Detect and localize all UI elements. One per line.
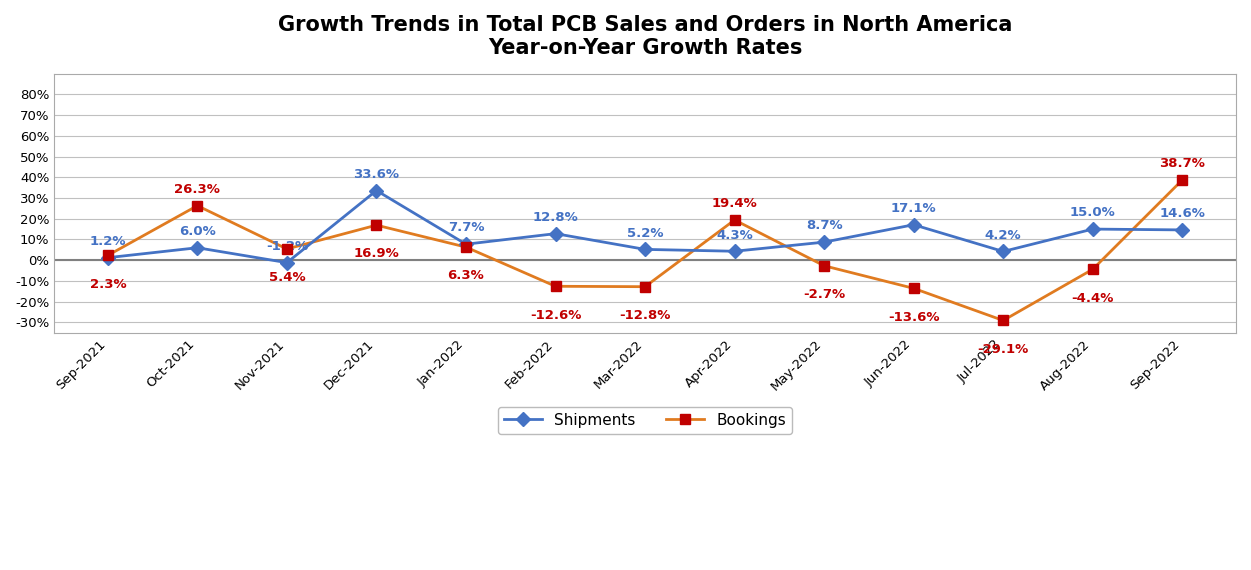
Text: 16.9%: 16.9% (354, 247, 399, 260)
Text: -1.2%: -1.2% (266, 240, 308, 253)
Text: 26.3%: 26.3% (174, 183, 220, 196)
Text: 4.2%: 4.2% (985, 229, 1022, 242)
Text: -4.4%: -4.4% (1072, 291, 1113, 304)
Text: 15.0%: 15.0% (1070, 206, 1116, 219)
Text: 5.4%: 5.4% (269, 271, 305, 284)
Text: 8.7%: 8.7% (806, 219, 842, 233)
Text: 7.7%: 7.7% (448, 222, 484, 234)
Text: 17.1%: 17.1% (891, 202, 937, 215)
Text: 5.2%: 5.2% (627, 227, 663, 239)
Text: -29.1%: -29.1% (977, 343, 1028, 356)
Text: -2.7%: -2.7% (803, 288, 846, 301)
Text: 12.8%: 12.8% (533, 211, 578, 224)
Legend: Shipments, Bookings: Shipments, Bookings (498, 406, 792, 434)
Text: 19.4%: 19.4% (712, 197, 757, 210)
Text: 2.3%: 2.3% (90, 278, 126, 291)
Text: 33.6%: 33.6% (354, 168, 399, 181)
Text: 38.7%: 38.7% (1160, 157, 1205, 170)
Text: 6.3%: 6.3% (448, 270, 484, 282)
Text: -13.6%: -13.6% (888, 311, 940, 324)
Text: 4.3%: 4.3% (717, 229, 753, 242)
Text: 1.2%: 1.2% (90, 235, 126, 248)
Text: -12.8%: -12.8% (619, 309, 671, 322)
Title: Growth Trends in Total PCB Sales and Orders in North America
Year-on-Year Growth: Growth Trends in Total PCB Sales and Ord… (278, 15, 1012, 58)
Text: 14.6%: 14.6% (1160, 207, 1205, 220)
Text: 6.0%: 6.0% (179, 225, 215, 238)
Text: -12.6%: -12.6% (530, 308, 582, 321)
